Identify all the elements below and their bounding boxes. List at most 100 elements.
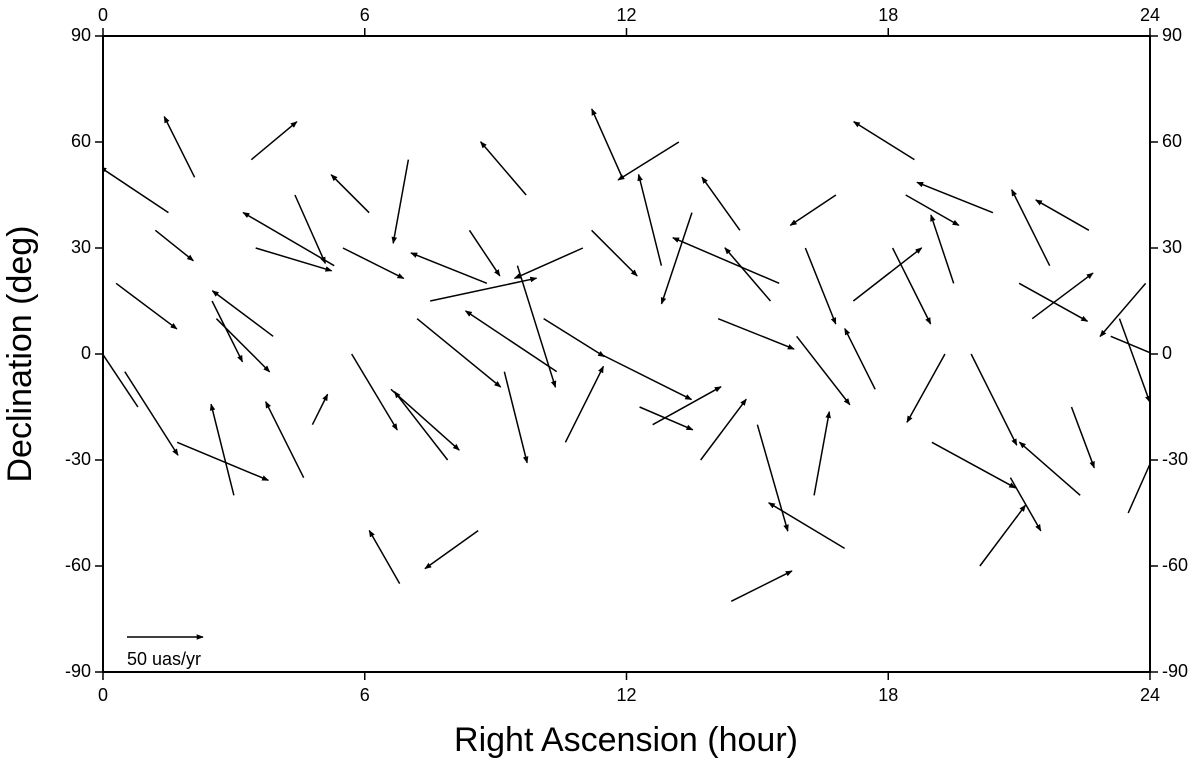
arrow [513, 247, 584, 280]
arrow [639, 406, 694, 431]
arrow [211, 300, 244, 363]
arrow [368, 529, 401, 585]
arrow [255, 247, 333, 272]
arrow [804, 247, 837, 325]
arrow [342, 247, 405, 280]
arrow [1099, 282, 1147, 338]
arrow [209, 403, 235, 496]
arrow [724, 247, 772, 302]
y-tick-label: 60 [71, 131, 91, 151]
arrow [1110, 335, 1150, 354]
arrow [1127, 462, 1150, 514]
arrow [393, 391, 449, 461]
arrow [211, 290, 274, 337]
y-tick-label-right: -30 [1162, 449, 1188, 469]
arrow [1035, 199, 1090, 231]
arrow [242, 211, 335, 267]
arrow [796, 335, 851, 406]
arrow [468, 229, 501, 277]
arrow [1118, 318, 1150, 403]
arrow [813, 411, 831, 496]
arrow [103, 166, 169, 214]
arrow [311, 393, 329, 426]
arrow [1009, 477, 1042, 532]
arrow [591, 229, 638, 277]
arrow [124, 371, 179, 456]
arrow [103, 353, 139, 408]
arrow [265, 401, 305, 479]
arrow [730, 570, 793, 603]
arrow [672, 237, 780, 285]
arrow [599, 353, 693, 401]
arrow [115, 282, 178, 330]
arrow [591, 108, 623, 178]
arrow [430, 276, 538, 302]
arrow [891, 247, 932, 325]
x-tick-label-top: 18 [878, 5, 898, 25]
scale-label: 50 uas/yr [127, 649, 201, 669]
arrow [844, 327, 876, 390]
y-tick-label: 90 [71, 25, 91, 45]
y-tick-label: 30 [71, 237, 91, 257]
arrow [176, 441, 270, 482]
y-tick-label-right: 0 [1162, 343, 1172, 363]
arrow [1031, 272, 1094, 320]
arrow [617, 141, 680, 181]
y-tick-label-right: 90 [1162, 25, 1182, 45]
arrow [1018, 441, 1081, 496]
arrow [905, 194, 960, 227]
arrow [789, 194, 837, 227]
arrow [652, 386, 722, 426]
y-tick-label-right: 60 [1162, 131, 1182, 151]
arrow [970, 353, 1018, 446]
arrow [1070, 406, 1095, 469]
arrow [330, 174, 370, 214]
arrow [931, 441, 1017, 489]
arrow [906, 353, 946, 424]
x-tick-label: 24 [1140, 685, 1160, 705]
arrow [163, 115, 196, 178]
arrow [424, 530, 479, 570]
y-tick-label-right: -60 [1162, 555, 1188, 575]
arrow [351, 353, 398, 431]
x-tick-label-top: 6 [360, 5, 370, 25]
arrow [479, 141, 527, 196]
arrow [464, 310, 558, 373]
arrow [1018, 282, 1089, 322]
arrow [516, 265, 557, 388]
arrow [930, 214, 955, 284]
y-axis-title: Declination (deg) [1, 225, 39, 482]
arrow [391, 159, 410, 244]
arrows [103, 108, 1150, 603]
arrow [294, 194, 327, 265]
plot-frame [102, 35, 1151, 673]
arrow [717, 317, 795, 350]
arrow [416, 318, 502, 388]
arrow [701, 176, 741, 231]
y-tick-label-right: 30 [1162, 237, 1182, 257]
arrow [700, 398, 747, 461]
arrow [1010, 189, 1051, 267]
x-tick-label-top: 24 [1140, 5, 1160, 25]
y-tick-label: 0 [81, 343, 91, 363]
arrow [410, 252, 488, 285]
y-tick-label: -60 [65, 555, 91, 575]
arrow [564, 365, 605, 443]
arrow [916, 181, 994, 214]
x-tick-label: 18 [878, 685, 898, 705]
y-tick-label-right: -90 [1162, 661, 1188, 681]
x-tick-label: 6 [360, 685, 370, 705]
arrow [250, 121, 298, 161]
arrow [637, 173, 663, 266]
arrow [756, 424, 789, 532]
x-tick-label-top: 12 [616, 5, 636, 25]
arrow [543, 318, 606, 358]
x-tick-label: 12 [616, 685, 636, 705]
arrow [503, 371, 529, 464]
arrow [154, 229, 194, 262]
arrow [979, 504, 1027, 567]
arrow [390, 388, 460, 451]
x-tick-label: 0 [98, 685, 108, 705]
y-tick-label: -90 [65, 661, 91, 681]
